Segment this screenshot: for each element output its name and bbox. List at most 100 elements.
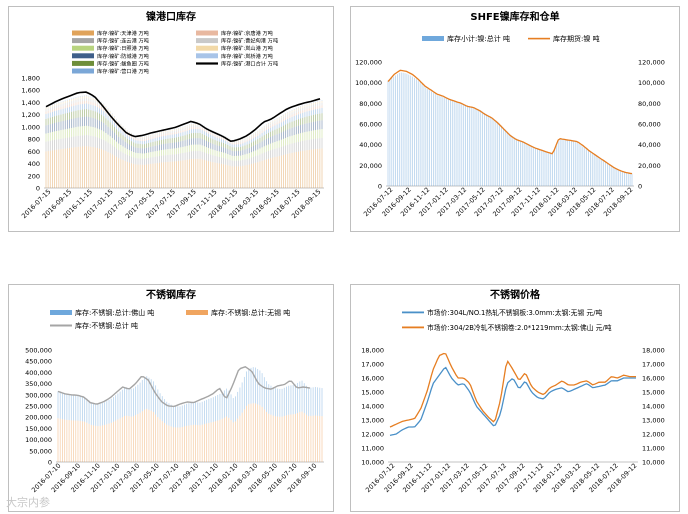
stack-bar-segment: [99, 113, 100, 121]
stack-bar-segment: [129, 144, 130, 151]
stack-bar-segment: [52, 116, 53, 124]
legend-swatch: [50, 310, 72, 315]
stack-bar-segment: [176, 128, 177, 130]
stack-bar-segment: [148, 152, 150, 158]
legend-swatch: [402, 311, 424, 314]
stack-bar-segment: [71, 98, 73, 100]
stack-bar-segment: [257, 130, 259, 132]
stack-bar-segment: [225, 158, 227, 165]
stack-bar-segment: [144, 158, 145, 165]
inventory-bar: [512, 136, 514, 186]
stack-bar-segment: [180, 153, 182, 161]
stack-bar-segment: [129, 132, 130, 134]
stack-bar-segment: [126, 130, 128, 132]
y-tick-label: 120,000: [638, 59, 665, 67]
foshan-bar: [84, 396, 86, 422]
stack-bar-segment: [295, 142, 297, 152]
stack-bar-segment: [105, 113, 107, 119]
foshan-bar: [117, 393, 119, 420]
stack-bar-segment: [223, 147, 224, 153]
stack-bar-segment: [158, 140, 160, 145]
stack-bar-segment: [144, 153, 145, 159]
stack-bar-segment: [285, 120, 287, 125]
stack-bar-segment: [122, 160, 124, 188]
inventory-bar: [465, 104, 466, 186]
stack-bar-segment: [276, 118, 278, 121]
inventory-bar: [624, 172, 625, 186]
foshan-bar: [268, 384, 270, 414]
stack-bar-segment: [248, 164, 250, 188]
stack-bar-segment: [146, 147, 147, 153]
stack-bar-segment: [263, 131, 265, 136]
stack-bar-segment: [225, 140, 227, 144]
stack-bar-segment: [154, 134, 156, 137]
watermark: 大宗内参: [6, 496, 50, 509]
wuxi-bar: [73, 420, 74, 462]
stack-bar-segment: [253, 134, 254, 137]
stack-bar-segment: [304, 112, 306, 118]
stack-bar-segment: [75, 98, 77, 100]
stack-bar-segment: [272, 149, 274, 158]
foshan-bar: [181, 405, 183, 427]
stack-bar-segment: [221, 163, 222, 188]
stack-bar-segment: [71, 136, 73, 148]
stack-bar-segment: [259, 128, 261, 130]
foshan-bar: [226, 388, 228, 417]
stack-bar-segment: [90, 117, 92, 127]
stack-bar-segment: [137, 147, 139, 154]
foshan-bar: [237, 391, 239, 419]
stack-bar-segment: [163, 149, 165, 156]
stack-bar-segment: [300, 125, 302, 134]
stack-bar-segment: [45, 109, 47, 112]
stack-bar-segment: [240, 144, 242, 147]
inventory-bar: [520, 140, 521, 186]
stack-bar-segment: [167, 154, 169, 162]
stack-bar-segment: [178, 129, 180, 132]
legend-label: 库存:镍矿:日照港 万吨: [97, 44, 149, 52]
foshan-bar: [266, 381, 267, 412]
wuxi-bar: [95, 425, 97, 462]
stack-bar-segment: [259, 129, 261, 131]
y-tick-label: 15,000: [361, 389, 384, 397]
stack-bar-segment: [203, 127, 205, 130]
stack-bar-segment: [317, 138, 319, 149]
stack-bar-segment: [114, 122, 115, 127]
stack-bar-segment: [92, 102, 94, 106]
wuxi-bar: [101, 425, 103, 462]
foshan-bar: [79, 395, 81, 421]
stack-bar-segment: [154, 141, 156, 146]
stack-bar-segment: [126, 138, 128, 144]
stack-bar-segment: [291, 109, 293, 111]
y-tick-label: 10,000: [642, 459, 665, 467]
inventory-bar: [531, 146, 533, 186]
stack-bar-segment: [201, 151, 203, 160]
foshan-bar: [86, 398, 88, 423]
stack-bar-segment: [308, 115, 310, 123]
stack-bar-segment: [139, 136, 141, 138]
stack-bar-segment: [306, 111, 308, 117]
stack-bar-segment: [250, 142, 252, 147]
stack-bar-segment: [94, 98, 96, 101]
wuxi-bar: [126, 415, 128, 462]
stack-bar-segment: [291, 135, 293, 144]
stack-bar-segment: [246, 136, 248, 138]
stack-bar-segment: [188, 133, 190, 139]
inventory-bar: [521, 141, 523, 186]
foshan-bar: [212, 397, 214, 422]
stack-bar-segment: [133, 134, 135, 135]
stack-bar-segment: [73, 105, 75, 112]
inventory-bar: [442, 97, 444, 186]
stack-bar-segment: [248, 135, 250, 137]
stack-bar-segment: [58, 139, 60, 150]
stack-bar-segment: [75, 110, 77, 119]
stack-bar-segment: [270, 122, 272, 124]
stack-bar-segment: [156, 145, 158, 151]
stack-bar-segment: [280, 116, 282, 119]
y-tick-label: 13,000: [361, 417, 384, 425]
stack-bar-segment: [206, 153, 207, 161]
stack-bar-segment: [216, 156, 218, 164]
wuxi-bar: [259, 405, 261, 462]
stack-bar-segment: [212, 139, 214, 144]
stack-bar-segment: [293, 135, 295, 143]
stack-bar-segment: [227, 141, 229, 146]
